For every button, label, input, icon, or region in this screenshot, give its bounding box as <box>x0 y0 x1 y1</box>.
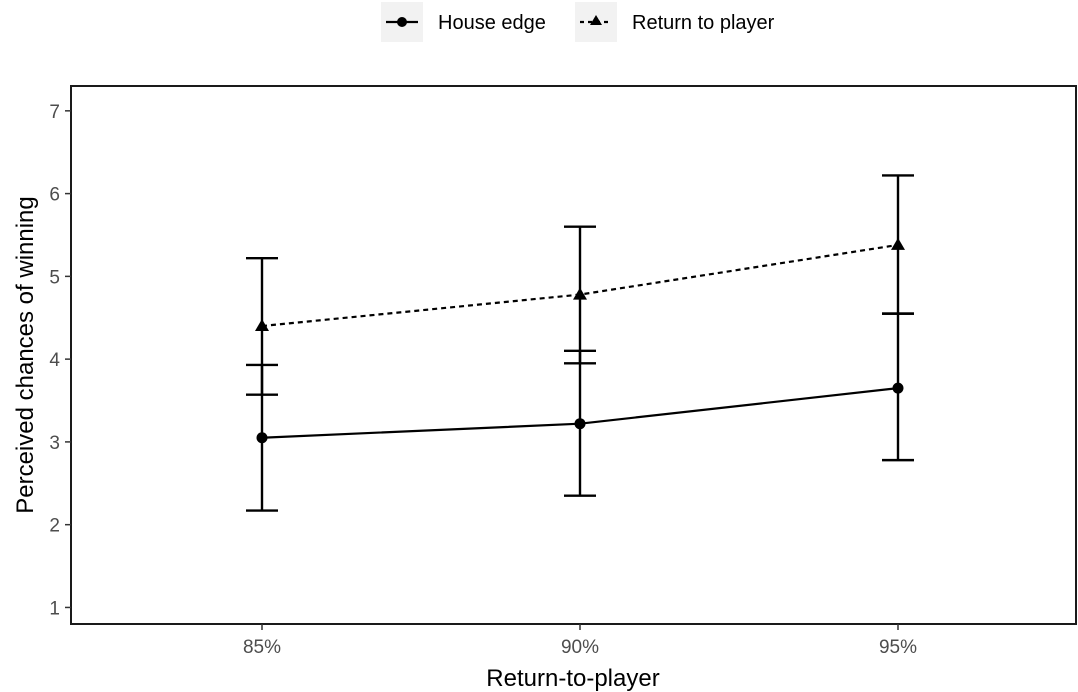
y-axis: 1 2 3 4 5 6 7 <box>49 102 71 619</box>
x-axis-title: Return-to-player <box>486 665 659 692</box>
data-point <box>256 432 268 444</box>
y-axis-title: Perceived chances of winning <box>12 196 39 514</box>
x-axis: 85% 90% 95% <box>243 624 917 658</box>
data-point <box>255 319 269 332</box>
y-tick-label: 6 <box>49 185 60 206</box>
legend: House edge Return to player <box>381 2 775 42</box>
series-2 <box>246 174 914 396</box>
y-tick-label: 1 <box>49 598 60 619</box>
data-point <box>892 382 904 394</box>
legend-label-2: Return to player <box>632 12 775 34</box>
y-tick-label: 4 <box>49 350 60 371</box>
data-point <box>574 418 586 430</box>
y-tick-label: 5 <box>49 267 60 288</box>
data-point <box>573 287 587 300</box>
y-tick-label: 7 <box>49 102 60 123</box>
legend-label-1: House edge <box>438 12 546 34</box>
y-tick-label: 2 <box>49 516 60 537</box>
x-tick-label: 90% <box>561 637 599 658</box>
x-tick-label: 95% <box>879 637 917 658</box>
legend-key-marker-circle <box>397 17 407 27</box>
x-tick-label: 85% <box>243 637 281 658</box>
series-layer <box>246 174 914 512</box>
y-tick-label: 3 <box>49 433 60 454</box>
data-point <box>891 237 905 250</box>
plot-panel <box>70 85 1077 625</box>
legend-key-marker-triangle <box>590 15 602 25</box>
